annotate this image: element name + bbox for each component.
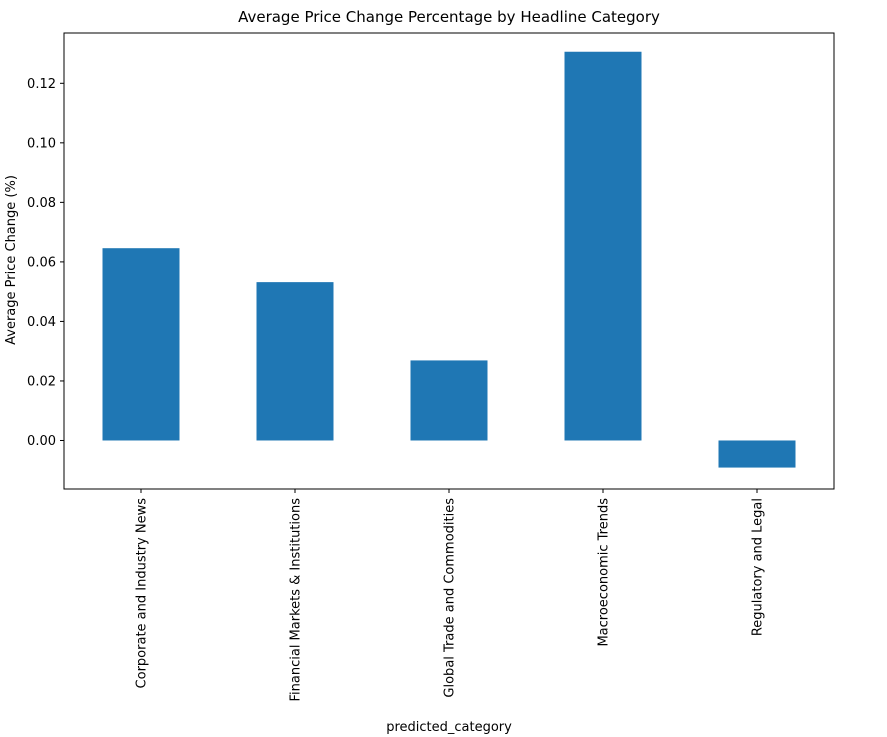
bar [718,440,796,468]
y-axis-label: Average Price Change (%) [4,175,19,345]
y-tick-label: 0.02 [27,374,56,389]
y-tick-label: 0.08 [27,196,56,211]
x-tick-label: Regulatory and Legal [751,498,766,636]
bar [256,282,334,441]
x-tick-label: Global Trade and Commodities [443,498,458,698]
bar [102,248,180,441]
x-tick-label: Financial Markets & Institutions [289,498,304,702]
plot-area: 0.00 0.02 0.04 0.06 0.08 0.10 0.12 Corporate an… [27,32,835,702]
bar [410,360,488,441]
y-tick-label: 0.00 [27,434,56,449]
y-tick-label: 0.12 [27,77,56,92]
y-tick-label: 0.06 [27,255,56,270]
chart-title: Average Price Change Percentage by Headl… [238,8,660,26]
y-tick-label: 0.04 [27,315,56,330]
bar [564,51,642,441]
x-tick-label: Macroeconomic Trends [597,498,612,647]
y-tick-label: 0.10 [27,136,56,151]
x-tick-label: Corporate and Industry News [135,498,150,689]
x-axis-label: predicted_category [386,720,512,735]
